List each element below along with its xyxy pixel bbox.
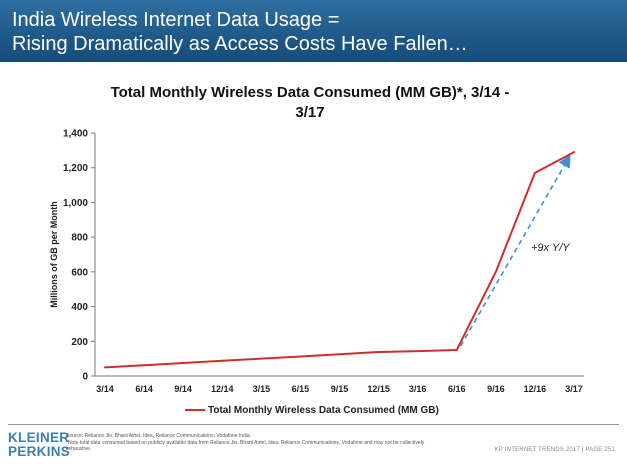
y-tick-label: 0 [82, 372, 88, 383]
y-tick-label: 1,400 [63, 129, 88, 140]
footer-separator: | [581, 447, 586, 453]
data-point [377, 351, 380, 353]
y-tick-label: 600 [71, 267, 88, 278]
x-tick-label: 9/15 [331, 384, 349, 394]
x-tick-label: 6/14 [135, 384, 153, 394]
data-point [495, 271, 497, 273]
legend-line-swatch [185, 409, 205, 411]
data-point [221, 359, 224, 362]
chart-title-line-2: 3/17 [295, 104, 325, 121]
report-name: KP INTERNET TRENDS 2017 [494, 447, 580, 453]
data-point [182, 362, 184, 364]
slide-title-line-2: Rising Dramatically as Access Costs Have… [12, 33, 468, 55]
chart-title: Total Monthly Wireless Data Consumed (MM… [60, 83, 560, 123]
legend-label: Total Monthly Wireless Data Consumed (MM… [208, 404, 439, 416]
chart-title-line-1: Total Monthly Wireless Data Consumed (MM… [110, 84, 510, 101]
x-tick-label: 9/14 [174, 384, 192, 394]
y-tick-label: 400 [71, 302, 88, 313]
x-tick-label: 6/15 [292, 384, 310, 394]
data-point [104, 366, 106, 369]
x-tick-label: 3/14 [96, 384, 114, 394]
x-tick-label: 12/15 [367, 384, 390, 394]
data-point [338, 353, 341, 356]
y-tick-label: 800 [71, 233, 88, 244]
data-point [143, 364, 145, 367]
kleiner-perkins-logo: KLEINER PERKINS [8, 431, 70, 459]
source-notes: Source: Reliance Jio, Bharti Airtel, Ide… [66, 433, 446, 453]
x-tick-label: 3/17 [565, 384, 583, 394]
y-tick-label: 200 [71, 337, 88, 348]
page-number: PAGE 251 [585, 447, 615, 453]
data-point [299, 355, 302, 358]
logo-line-1: KLEINER [8, 430, 70, 445]
data-point [455, 349, 458, 351]
footer-page-info: KP INTERNET TRENDS 2017 | PAGE 251 [495, 447, 615, 453]
y-axis-label: Millions of GB per Month [49, 201, 59, 308]
chart-legend: Total Monthly Wireless Data Consumed (MM… [185, 402, 439, 418]
x-tick-label: 12/14 [211, 384, 234, 394]
footer-divider [8, 424, 619, 425]
title-banner: India Wireless Internet Data Usage = Ris… [0, 0, 627, 62]
series-line [104, 151, 575, 369]
data-point [416, 350, 419, 352]
data-point [573, 151, 575, 153]
y-tick-label: 1,000 [63, 198, 88, 209]
note-text: *Note total data consumed based on publi… [66, 439, 425, 453]
data-point [534, 172, 536, 174]
y-tick-label: 1,200 [63, 163, 88, 174]
x-tick-label: 9/16 [487, 384, 505, 394]
x-tick-label: 3/15 [253, 384, 271, 394]
line-chart: 0 200 400 600 800 1,000 1,200 1,400 3/14 6/14 9/14… [49, 129, 584, 394]
data-point [260, 357, 263, 360]
x-tick-label: 12/16 [524, 384, 547, 394]
logo-line-2: PERKINS [8, 444, 71, 459]
slide-title-line-1: India Wireless Internet Data Usage = [12, 9, 340, 31]
x-tick-label: 6/16 [448, 384, 466, 394]
x-tick-label: 3/16 [409, 384, 427, 394]
growth-annotation: +9x Y/Y [531, 242, 570, 254]
source-text: Source: Reliance Jio, Bharti Airtel, Ide… [66, 433, 252, 439]
growth-arrow [460, 154, 571, 347]
